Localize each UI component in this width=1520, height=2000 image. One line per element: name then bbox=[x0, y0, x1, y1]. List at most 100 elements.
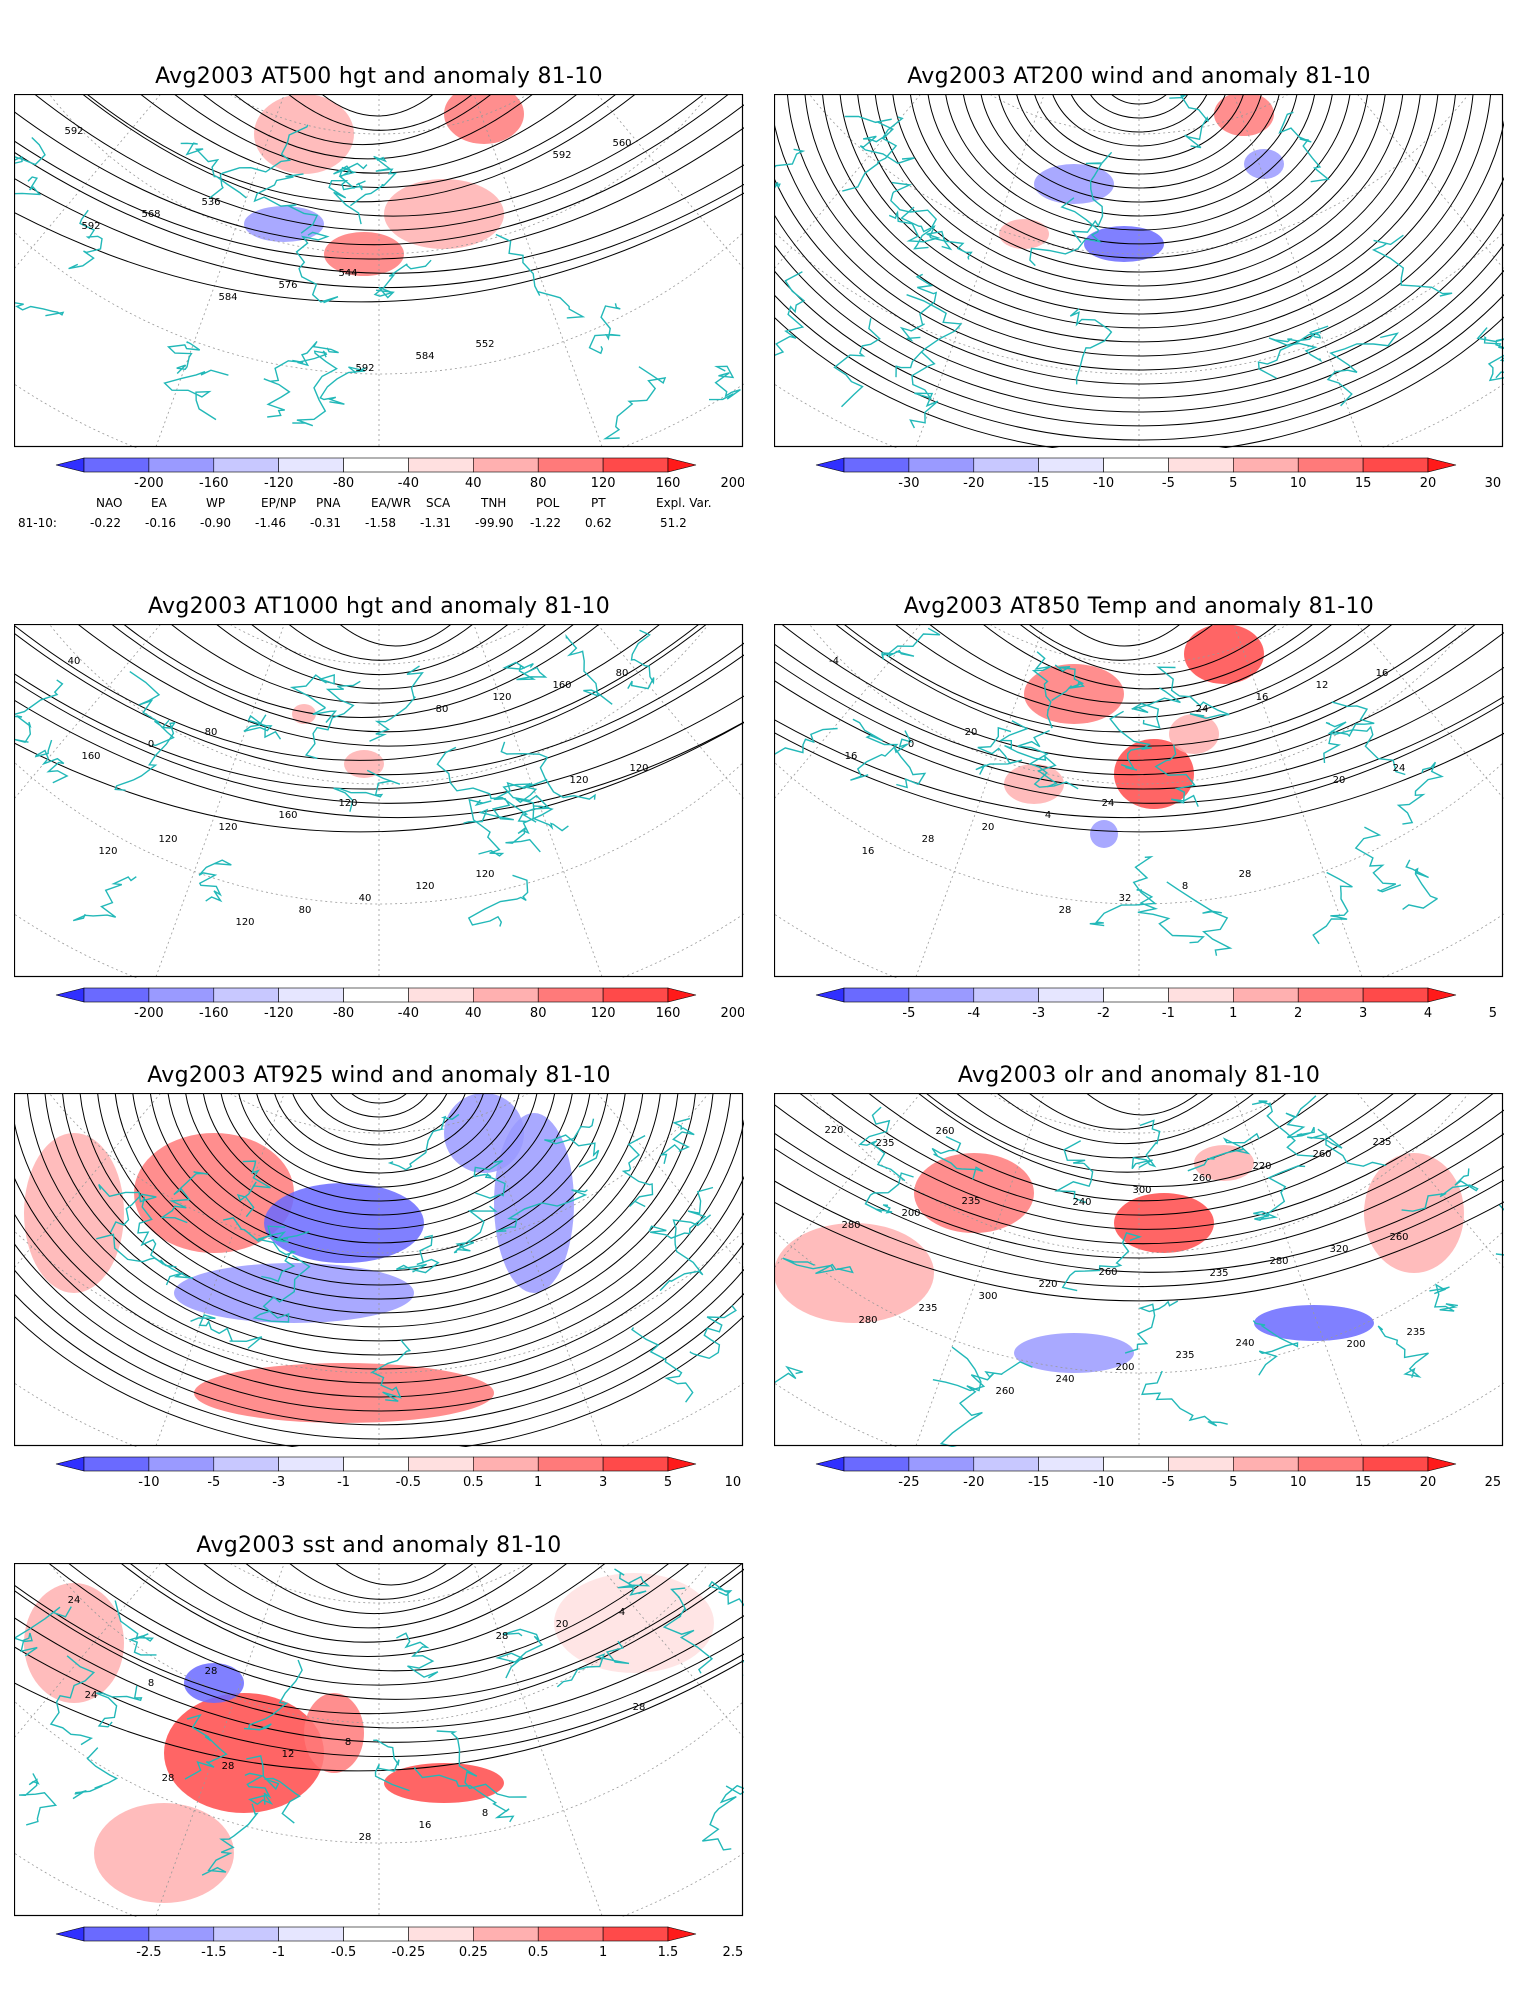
coastline bbox=[49, 1655, 96, 1746]
coastline bbox=[1054, 1140, 1094, 1204]
panel-title: Avg2003 olr and anomaly 81-10 bbox=[957, 1063, 1321, 1088]
streamline bbox=[201, 1093, 557, 1216]
colorbar-segment bbox=[843, 987, 910, 1003]
coastline bbox=[370, 1339, 412, 1402]
contour-label: 260 bbox=[995, 1386, 1014, 1397]
coastline bbox=[333, 769, 401, 812]
contour-line bbox=[233, 94, 492, 146]
colorbar-segment bbox=[148, 457, 215, 473]
coastline bbox=[137, 1196, 177, 1268]
anomaly-shading bbox=[24, 1133, 124, 1293]
coastline bbox=[184, 1714, 228, 1780]
coastline bbox=[502, 778, 551, 823]
contour-line bbox=[982, 624, 1314, 690]
coastline bbox=[893, 730, 927, 789]
meridian-gridline bbox=[378, 1563, 744, 1840]
colorbar-tick-label: -1 bbox=[1162, 1006, 1175, 1021]
colorbar: -2.5 -1.5 -1 -0.5 -0.25 0.25 0.5 1 1.5 2.5 bbox=[55, 1926, 743, 1960]
contour-label: 80 bbox=[299, 905, 312, 916]
colorbar-segment bbox=[1233, 1456, 1299, 1472]
streamline bbox=[131, 1093, 627, 1272]
panel-title: Avg2003 AT500 hgt and anomaly 81-10 bbox=[155, 64, 603, 89]
streamline bbox=[341, 1093, 417, 1104]
coastline bbox=[1377, 1325, 1429, 1378]
colorbar-segment bbox=[1427, 987, 1457, 1003]
contour-line bbox=[120, 1563, 670, 1672]
coastline bbox=[333, 162, 368, 190]
contour-line bbox=[14, 624, 744, 790]
coastline bbox=[98, 1184, 157, 1233]
colorbar-segment bbox=[973, 987, 1039, 1003]
colorbar-segment bbox=[973, 1456, 1039, 1472]
coastline bbox=[909, 350, 939, 429]
contour-line bbox=[321, 94, 434, 117]
contour-line bbox=[928, 624, 1333, 704]
contour-label: 16 bbox=[1376, 668, 1389, 679]
coastline bbox=[1323, 701, 1375, 764]
index-name: PNA bbox=[316, 496, 341, 510]
coastline bbox=[631, 1327, 694, 1403]
colorbar-tick-label: -2.5 bbox=[136, 1945, 161, 1960]
contour-label: 24 bbox=[85, 1690, 98, 1701]
colorbar-segment bbox=[1362, 987, 1429, 1003]
colorbar-tick-label: 3 bbox=[599, 1475, 607, 1490]
coastline bbox=[544, 1118, 600, 1168]
meridian-gridline bbox=[14, 624, 380, 901]
coastline bbox=[1307, 1128, 1387, 1167]
anomaly-shading bbox=[774, 1223, 934, 1323]
contour-label: 592 bbox=[355, 363, 374, 374]
contour-line bbox=[67, 1563, 691, 1686]
map-frame bbox=[14, 624, 744, 978]
colorbar-tick-label: 1.5 bbox=[658, 1945, 679, 1960]
contour-label: 200 bbox=[1346, 1339, 1365, 1350]
contour-label: 8 bbox=[1182, 881, 1188, 892]
contour-line bbox=[830, 1093, 1453, 1216]
streamline bbox=[14, 1093, 744, 1440]
contour-line bbox=[86, 94, 636, 203]
colorbar: -200 -160 -120 -80 -40 40 80 120 160 200 bbox=[55, 457, 744, 491]
contour-line bbox=[774, 1093, 1504, 1245]
colorbar-segment bbox=[278, 1926, 344, 1942]
contour-label: 80 bbox=[616, 668, 629, 679]
colorbar-tick-label: -20 bbox=[963, 476, 984, 491]
coastline bbox=[1051, 664, 1085, 702]
coastline bbox=[396, 1234, 440, 1274]
map-content: 24 28 8 8 4 8 12 16 20 24 28 28 28 28 28 bbox=[14, 1563, 744, 1917]
coastline bbox=[515, 782, 569, 832]
colorbar: -25 -20 -15 -10 -5 5 10 15 20 25 bbox=[815, 1456, 1501, 1490]
colorbar-segment bbox=[473, 1456, 539, 1472]
map-frame bbox=[14, 1093, 744, 1447]
contour-label: 20 bbox=[982, 822, 995, 833]
coastline bbox=[1401, 1168, 1479, 1212]
colorbar-tick-label: 200 bbox=[720, 1006, 744, 1021]
colorbar-segment bbox=[148, 1926, 215, 1942]
coastline bbox=[14, 679, 64, 744]
anomaly-shading bbox=[1014, 1333, 1134, 1373]
contour-label: 260 bbox=[1098, 1267, 1117, 1278]
colorbar-segment bbox=[908, 987, 975, 1003]
coastline bbox=[1495, 1204, 1504, 1262]
contour-line bbox=[14, 624, 708, 761]
coastline bbox=[708, 1580, 744, 1614]
colorbar-segment bbox=[83, 987, 150, 1003]
contour-label: 120 bbox=[235, 917, 254, 928]
anomaly-shading bbox=[554, 1573, 714, 1673]
anomaly-shading bbox=[1254, 1305, 1374, 1341]
contour-label: 120 bbox=[475, 869, 494, 880]
colorbar-tick-label: -40 bbox=[398, 1006, 419, 1021]
streamline bbox=[856, 94, 1422, 301]
panel-hgt500: Avg2003 AT500 hgt and anomaly 81-10 592 5… bbox=[14, 64, 744, 491]
coastline bbox=[627, 629, 655, 690]
contour-line bbox=[774, 624, 1504, 804]
contour-label: 280 bbox=[1269, 1256, 1288, 1267]
contour-label: 120 bbox=[415, 881, 434, 892]
contour-label: 160 bbox=[278, 810, 297, 821]
streamline bbox=[14, 1093, 744, 1384]
coastline bbox=[96, 1685, 143, 1728]
streamline bbox=[1083, 94, 1195, 119]
index-value: -1.22 bbox=[530, 516, 562, 530]
panel-hgt1000: Avg2003 AT1000 hgt and anomaly 81-10 40 8… bbox=[14, 594, 744, 1021]
contour-line bbox=[894, 624, 1372, 718]
anomaly-shading bbox=[134, 1133, 294, 1253]
index-name: SCA bbox=[426, 496, 451, 510]
